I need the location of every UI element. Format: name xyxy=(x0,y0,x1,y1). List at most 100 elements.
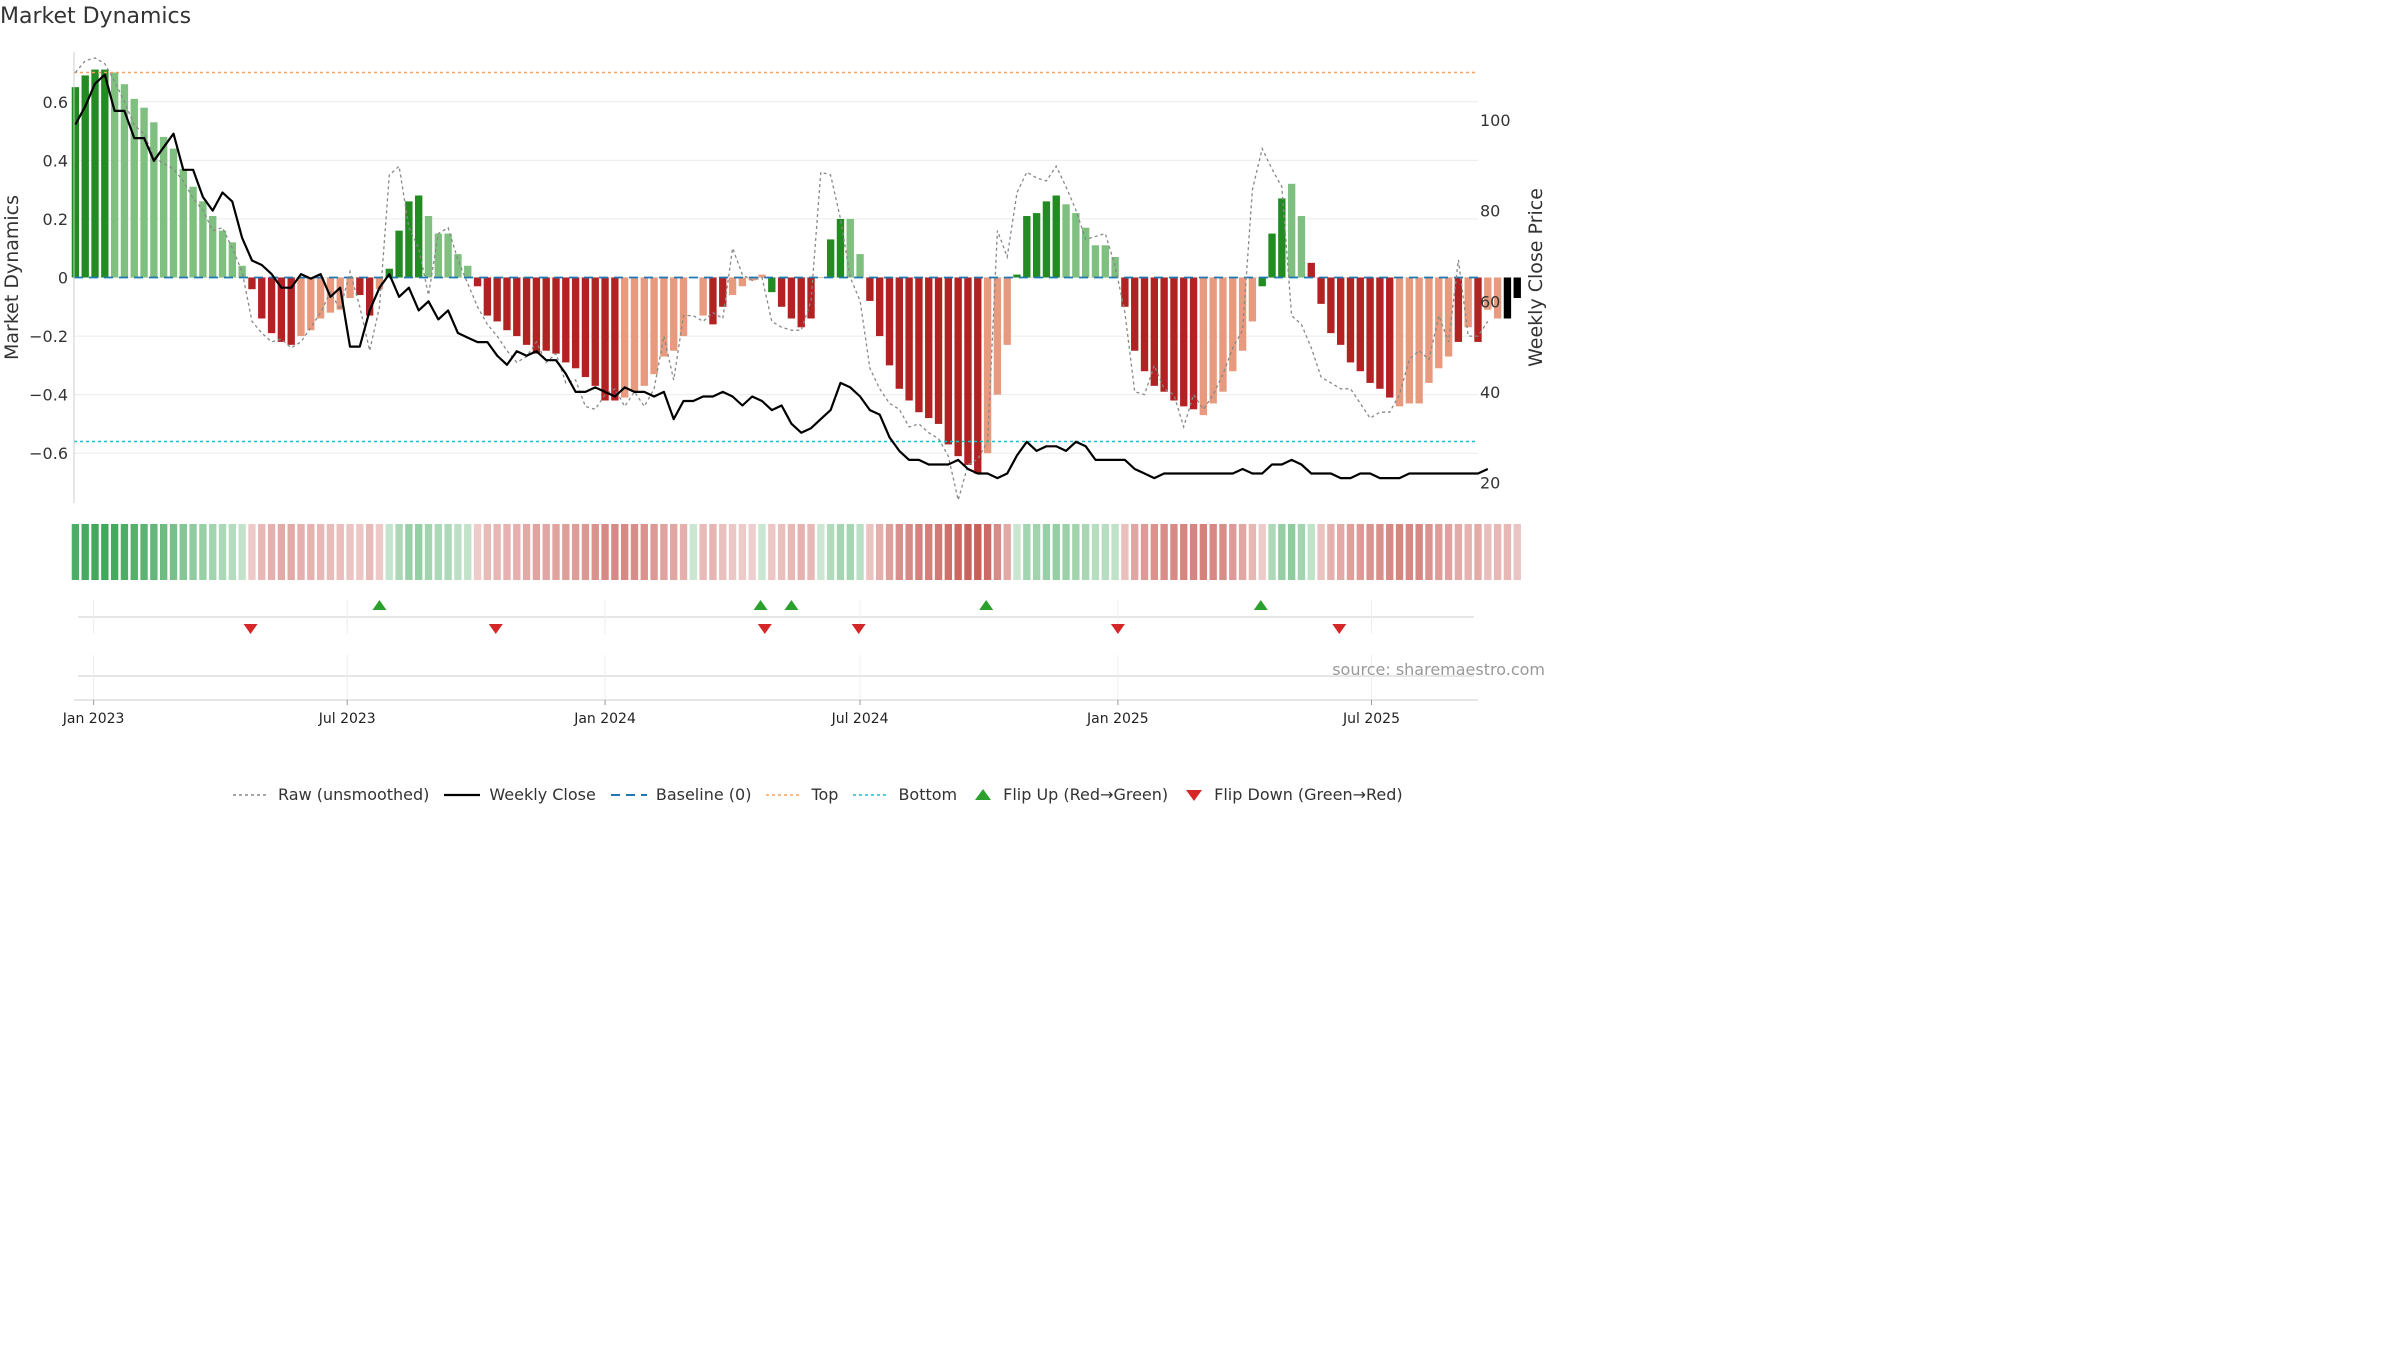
dynamics-bar xyxy=(258,277,266,319)
strip-cell xyxy=(1493,524,1502,580)
dynamics-bar xyxy=(1415,277,1423,404)
strip-cell xyxy=(444,524,452,580)
flip-down-marker xyxy=(757,624,772,634)
dynamics-bar xyxy=(209,216,217,278)
dynamics-bar xyxy=(1356,277,1364,372)
dynamics-bar xyxy=(464,265,472,278)
dynamics-bar xyxy=(1513,277,1521,298)
strip-cell xyxy=(248,524,256,580)
raw-line xyxy=(74,57,1489,501)
legend-flip-down: Flip Down (Green→Red) xyxy=(1182,785,1403,804)
strip-cell xyxy=(1209,524,1217,580)
dynamics-bar xyxy=(189,186,197,278)
strip-cell xyxy=(552,524,560,580)
dynamics-bar xyxy=(1052,195,1060,278)
dynamics-bar xyxy=(836,218,845,278)
dynamics-bar xyxy=(1219,277,1227,392)
dynamics-bar xyxy=(787,277,796,319)
strip-cell xyxy=(1111,524,1119,580)
strip-cell xyxy=(944,524,953,580)
strip-cell xyxy=(1444,524,1453,580)
x-tick-label: Jan 2023 xyxy=(62,711,125,727)
dynamics-bar xyxy=(277,277,286,342)
dynamics-bar xyxy=(1268,233,1276,278)
dynamics-bar xyxy=(267,277,276,334)
strip-cell xyxy=(630,524,639,580)
strip-cell xyxy=(768,524,776,580)
dynamics-bar xyxy=(179,169,187,278)
dynamics-bar xyxy=(1248,277,1257,322)
dynamics-bar xyxy=(552,277,560,354)
dynamics-bar xyxy=(218,230,227,278)
strip-cell xyxy=(993,524,1002,580)
dynamics-bar xyxy=(571,277,580,369)
dynamics-bar xyxy=(944,277,953,445)
dynamics-bar xyxy=(1444,277,1453,357)
strip-cell xyxy=(581,524,590,580)
strip-cell xyxy=(1287,524,1296,580)
x-tick-label: Jul 2025 xyxy=(1342,711,1400,727)
strip-cell xyxy=(1395,524,1404,580)
dynamics-bar xyxy=(1346,277,1355,363)
strip-cell xyxy=(728,524,737,580)
strip-cell xyxy=(709,524,717,580)
flip-down-marker xyxy=(851,624,866,634)
dynamics-bar xyxy=(885,277,894,366)
market-dynamics-chart: 0.6 0.4 0.2 0 −0.2 −0.4 −0.6 100 80 60 40 20 Market … xyxy=(1,52,1547,727)
strip-cell xyxy=(464,524,472,580)
strip-cell xyxy=(1435,524,1443,580)
dynamics-bar xyxy=(1287,183,1296,278)
strip-cell xyxy=(513,524,521,580)
dynamics-bar xyxy=(650,277,658,375)
strip-cell xyxy=(218,524,227,580)
dynamics-bar xyxy=(1484,277,1492,310)
strip-cell xyxy=(1386,524,1394,580)
dynamics-bar xyxy=(199,201,207,278)
dynamics-bar xyxy=(473,277,482,287)
dynamics-bar xyxy=(1170,277,1178,401)
strip-cell xyxy=(1248,524,1257,580)
strip-cell xyxy=(346,524,354,580)
strip-cell xyxy=(1091,524,1100,580)
dynamics-bar xyxy=(1238,277,1247,351)
strip-cell xyxy=(1307,524,1315,580)
strip-cell xyxy=(542,524,550,580)
dynamics-bar xyxy=(444,233,452,278)
dynamics-bar xyxy=(993,277,1002,395)
strip-cell xyxy=(1366,524,1374,580)
dynamics-bar xyxy=(591,277,599,386)
y-tick-left: 0.2 xyxy=(43,210,68,229)
legend-raw: Raw (unsmoothed) xyxy=(232,785,429,804)
strip-cell xyxy=(1003,524,1011,580)
dynamics-bar xyxy=(826,239,835,278)
flip-up-marker xyxy=(372,600,387,610)
y-tick-left: −0.4 xyxy=(29,386,68,405)
dynamics-bar xyxy=(1493,277,1502,319)
dynamics-bar xyxy=(738,277,747,287)
y-tick-left: −0.6 xyxy=(29,444,68,463)
strip-cell xyxy=(836,524,845,580)
strip-cell xyxy=(1131,524,1139,580)
flip-up-marker xyxy=(784,600,799,610)
strip-cell xyxy=(307,524,315,580)
strip-cell xyxy=(1297,524,1306,580)
strip-cell xyxy=(1268,524,1276,580)
dynamics-bar xyxy=(1180,277,1188,407)
strip-cell xyxy=(140,524,148,580)
dynamics-bar xyxy=(356,277,364,296)
y-tick-right: 60 xyxy=(1480,292,1500,311)
strip-cell xyxy=(199,524,207,580)
strip-cell xyxy=(699,524,707,580)
strip-cell xyxy=(1484,524,1492,580)
dynamics-bar xyxy=(81,75,89,278)
axes: 0.6 0.4 0.2 0 −0.2 −0.4 −0.6 100 80 60 40 20 Market … xyxy=(1,52,1547,503)
strip-cell xyxy=(1180,524,1188,580)
dynamics-bar xyxy=(228,242,237,278)
dynamics-bar xyxy=(1474,277,1482,342)
dynamics-bar xyxy=(110,72,119,278)
strength-strip xyxy=(71,524,1521,580)
strip-cell xyxy=(454,524,462,580)
dynamics-bar xyxy=(620,277,629,398)
strip-cell xyxy=(895,524,903,580)
strip-cell xyxy=(189,524,197,580)
